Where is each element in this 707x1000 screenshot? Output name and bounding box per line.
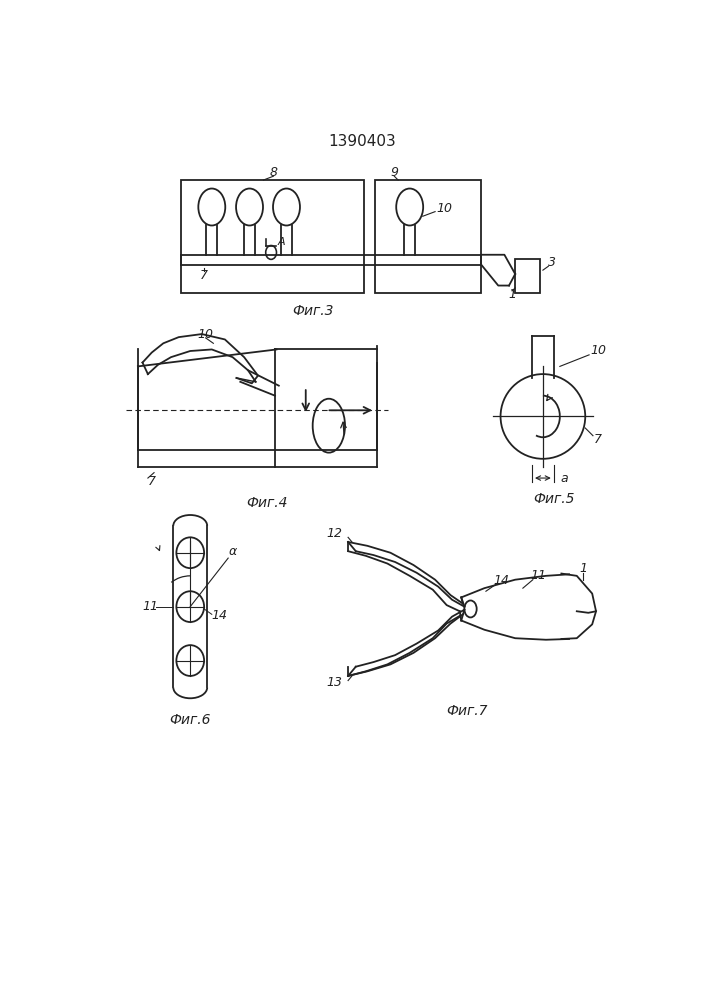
Text: 13: 13 [327,676,343,689]
Text: 10: 10 [437,202,452,215]
Text: 14: 14 [493,574,509,587]
Text: 1: 1 [579,562,587,575]
Text: 11: 11 [530,569,547,582]
Bar [181,180,364,293]
Text: 11: 11 [142,600,158,613]
Text: A: A [277,237,285,247]
Text: 14: 14 [211,609,228,622]
Text: 9: 9 [390,166,398,179]
Text: Фиг.5: Фиг.5 [534,492,575,506]
Text: Фиг.4: Фиг.4 [247,496,288,510]
Text: Фиг.3: Фиг.3 [293,304,334,318]
Text: Фиг.6: Фиг.6 [170,713,211,727]
Text: 7: 7 [200,269,208,282]
Text: 7: 7 [148,475,156,488]
Text: 10: 10 [198,328,214,341]
Text: 3: 3 [548,256,556,269]
Text: α: α [228,545,237,558]
Bar [515,259,540,293]
Text: 1: 1 [508,288,516,301]
Text: 10: 10 [590,344,607,358]
Text: 7: 7 [595,433,602,446]
Bar [375,180,481,293]
Text: 1390403: 1390403 [328,134,396,149]
Text: 12: 12 [327,527,343,540]
Text: Фиг.7: Фиг.7 [447,704,489,718]
Text: 8: 8 [269,166,277,179]
Text: a: a [561,472,568,485]
